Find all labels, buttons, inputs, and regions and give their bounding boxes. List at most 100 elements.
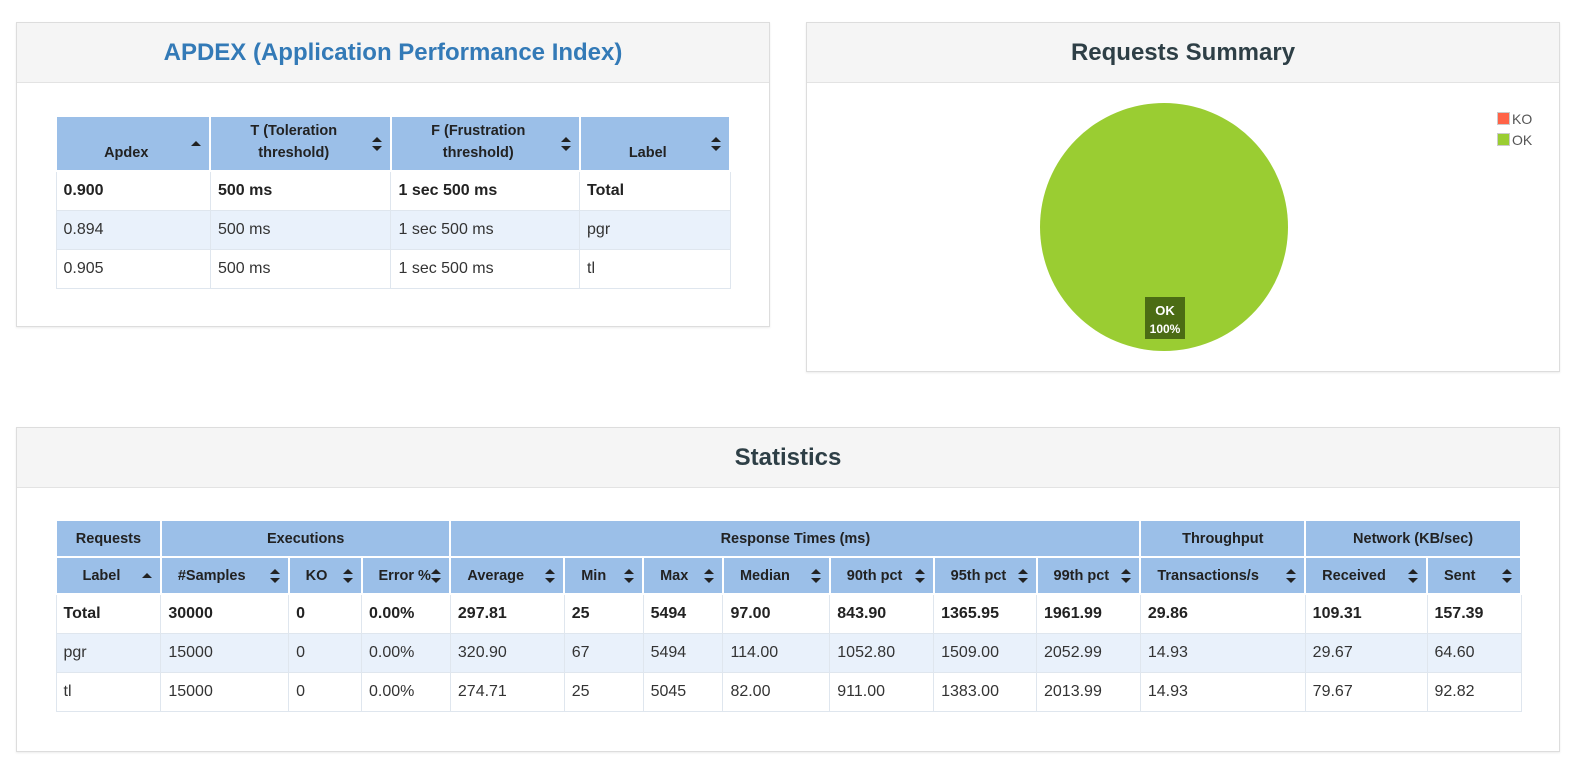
table-cell: 0.00% [361,632,451,673]
header-label: #Samples [177,567,246,584]
table-row: 0.900 500 ms 1 sec 500 ms Total [55,170,731,211]
apdex-table: Apdex T (Toleration threshold) F (Frustr… [54,115,732,289]
header-label: 99th pct [1053,567,1110,584]
header-label: Average [467,567,525,584]
group-executions: Executions [159,519,452,558]
table-cell: 157.39 [1426,593,1522,634]
column-header[interactable]: Error % [360,556,452,595]
table-cell: 1 sec 500 ms [390,248,581,289]
table-cell: 297.81 [449,593,565,634]
table-cell: 5494 [642,632,724,673]
table-cell: 843.90 [829,593,935,634]
column-header[interactable]: Median [721,556,831,595]
group-network: Network (KB/sec) [1304,519,1522,558]
column-header[interactable]: 95th pct [932,556,1038,595]
header-label: T (Toleration threshold) [250,123,338,161]
apdex-header-label[interactable]: Label [578,115,732,172]
sort-icon [1121,568,1132,583]
column-header[interactable]: Label [55,556,162,595]
table-cell: 29.67 [1304,632,1428,673]
table-cell: 0 [288,632,363,673]
sort-icon [1408,568,1418,583]
table-cell: 109.31 [1304,593,1428,634]
header-label: Label [82,567,121,584]
column-header[interactable]: 99th pct [1035,556,1142,595]
sort-icon [914,568,925,583]
table-cell: 14.93 [1139,632,1306,673]
legend-item-ko[interactable]: KO [1497,108,1532,129]
sort-icon [342,568,353,583]
column-header[interactable]: Average [449,556,566,595]
table-cell: 29.86 [1139,593,1306,634]
pie-label-box [1145,297,1185,339]
header-label: 90th pct [846,567,903,584]
table-cell: pgr [55,632,162,673]
header-label: F (Frustration threshold) [431,123,526,161]
table-row: pgr 15000 0 0.00% 320.90 67 5494 114.00 1052.80 1… [55,632,1522,673]
sort-icon [560,136,571,151]
legend-swatch-ok [1497,133,1510,146]
table-cell: 0.894 [55,209,211,250]
sort-icon [1286,568,1297,583]
header-label: Median [739,567,790,584]
table-cell: Total [55,593,162,634]
pie-slice-ok[interactable] [1040,103,1288,351]
table-cell: 0.900 [55,170,211,211]
table-cell: 500 ms [209,170,392,211]
table-cell: 911.00 [829,671,935,712]
legend-label: OK [1512,131,1533,148]
legend-item-ok[interactable]: OK [1497,129,1532,150]
table-cell: 15000 [160,632,290,673]
header-label: Apdex [104,145,149,161]
column-header[interactable]: Min [563,556,645,595]
column-header[interactable]: Transactions/s [1139,556,1307,595]
sort-icon [810,568,821,583]
table-cell: 25 [563,593,644,634]
group-throughput: Throughput [1139,519,1307,558]
table-cell: 500 ms [209,209,392,250]
table-cell: 1 sec 500 ms [390,170,581,211]
table-cell: 0 [288,593,363,634]
header-label: Min [581,567,607,584]
table-cell: Total [579,170,731,211]
column-header[interactable]: KO [287,556,363,595]
apdex-header-apdex[interactable]: Apdex [54,115,212,172]
table-cell: 97.00 [722,593,831,634]
group-response-times: Response Times (ms) [449,519,1142,558]
apdex-title[interactable]: APDEX (Application Performance Index) [17,23,769,83]
header-label: 95th pct [950,567,1007,584]
column-header[interactable]: #Samples [159,556,290,595]
table-cell: 0.905 [55,248,211,289]
requests-summary-title: Requests Summary [807,23,1559,83]
sort-icon [1017,568,1028,583]
statistics-panel: Statistics Requests Executions Response … [16,427,1560,752]
column-header[interactable]: Received [1304,556,1428,595]
table-cell: 1052.80 [829,632,935,673]
legend-swatch-ko [1497,112,1510,125]
column-header[interactable]: 90th pct [828,556,935,595]
table-cell: 25 [563,671,644,712]
header-label: Max [660,567,689,584]
sort-icon [624,568,635,583]
pie-chart: OK 100% [1040,103,1288,351]
table-cell: 5494 [642,593,724,634]
group-requests: Requests [55,519,162,558]
table-cell: 2052.99 [1036,632,1141,673]
sort-icon [269,568,280,583]
header-label: Label [628,145,667,161]
header-label: Received [1322,567,1386,584]
legend-label: KO [1512,110,1533,127]
table-cell: 1365.95 [933,593,1037,634]
apdex-header-toleration[interactable]: T (Toleration threshold) [209,115,392,172]
column-header[interactable]: Max [642,556,724,595]
column-header[interactable]: Sent [1426,556,1522,595]
apdex-header-frustration[interactable]: F (Frustration threshold) [389,115,581,172]
table-cell: 1383.00 [933,671,1037,712]
table-cell: 0 [288,671,363,712]
sort-icon [1502,568,1512,583]
header-label: Transactions/s [1157,567,1259,584]
sort-ascending-icon [141,569,152,583]
table-row: tl 15000 0 0.00% 274.71 25 5045 82.00 911.00 1383… [55,671,1522,712]
table-cell: 1509.00 [933,632,1037,673]
sort-ascending-icon [191,137,202,151]
